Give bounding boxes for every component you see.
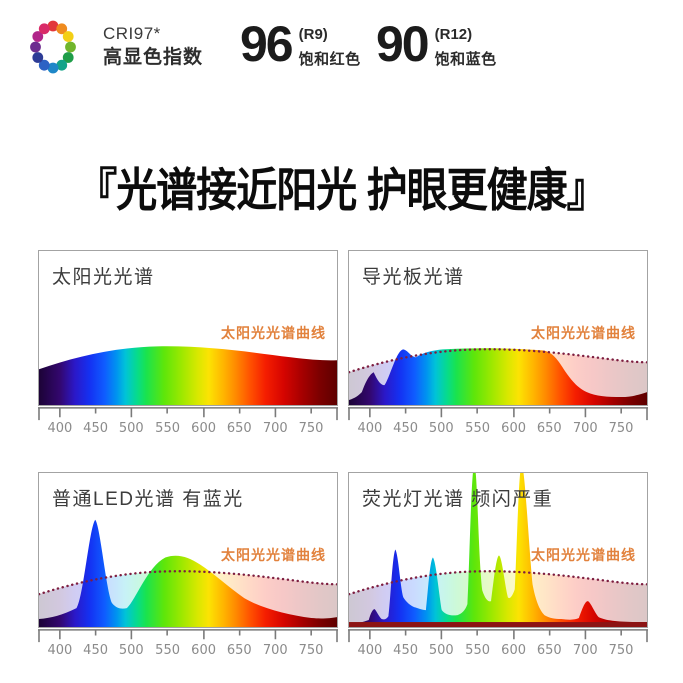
wheel-dot: [47, 20, 59, 32]
spectrum-charts-grid: 太阳光光谱 太阳光光谱曲线 400 450 500 550 600 650 70…: [38, 250, 648, 664]
x-axis: 400 450 500 550 600 650 700 750: [38, 407, 338, 442]
wheel-dot: [32, 52, 44, 63]
axis-tick-label: 700: [572, 421, 598, 436]
wheel-dot: [47, 62, 59, 74]
chart-title: 普通LED光谱 有蓝光: [52, 489, 244, 510]
cri-rating: CRI97*: [103, 24, 161, 43]
metric-label: 饱和蓝色: [434, 51, 497, 68]
plot-area: 太阳光光谱 太阳光光谱曲线: [38, 250, 338, 406]
axis-tick-label: 600: [501, 421, 527, 436]
sunlight-reference-curve: [349, 570, 647, 596]
axis-tick-label: 550: [155, 643, 181, 658]
chart-fluorescent-spectrum: 荧光灯光谱 频闪严重 太阳光光谱曲线 400 450 500 550 600 6…: [348, 472, 648, 664]
wheel-dot: [62, 52, 74, 63]
x-axis: 400 450 500 550 600 650 700 750: [348, 629, 648, 664]
color-wheel-icon: [30, 20, 76, 74]
axis-tick-label: 450: [83, 421, 109, 436]
wheel-dot: [38, 59, 50, 71]
axis-tick-label: 450: [83, 643, 109, 658]
sun-curve-label: 太阳光光谱曲线: [531, 325, 636, 341]
baseline-band: [349, 622, 647, 627]
metric-ref: (R12): [434, 26, 473, 43]
axis-tick-label: 500: [428, 421, 454, 436]
metric-value: 90: [376, 16, 430, 72]
page-title: 『光谱接近阳光 护眼更健康』: [76, 164, 607, 216]
chart-title: 荧光灯光谱 频闪严重: [362, 489, 554, 510]
wheel-dot: [56, 23, 68, 35]
metric-r12: 90 (R12) 饱和蓝色: [376, 16, 497, 72]
axis-tick-label: 550: [465, 421, 491, 436]
plot-area: 导光板光谱 太阳光光谱曲线: [348, 250, 648, 406]
chart-title: 导光板光谱: [362, 267, 465, 288]
axis-tick-label: 650: [226, 643, 252, 658]
axis-tick-label: 750: [608, 421, 634, 436]
axis-tick-label: 500: [118, 421, 144, 436]
axis-ticks: [38, 629, 338, 643]
axis-tick-label: 650: [536, 421, 562, 436]
sun-curve-label: 太阳光光谱曲线: [221, 547, 326, 563]
wheel-dot: [56, 59, 68, 71]
metric-label: 饱和红色: [298, 51, 361, 68]
axis-tick-label: 600: [191, 421, 217, 436]
axis-tick-label: 700: [572, 643, 598, 658]
axis-tick-label: 400: [47, 421, 73, 436]
wheel-dot: [65, 41, 76, 53]
lightguide-spectrum-area: [349, 348, 647, 405]
sun-curve-label: 太阳光光谱曲线: [221, 325, 326, 341]
axis-tick-label: 400: [357, 421, 383, 436]
plot-area: 荧光灯光谱 频闪严重 太阳光光谱曲线: [348, 472, 648, 628]
metric-value: 96: [240, 16, 294, 72]
x-axis: 400 450 500 550 600 650 700 750: [348, 407, 648, 442]
spectrum-plot: [39, 346, 337, 405]
sunlight-spectrum-area: [39, 346, 337, 405]
axis-tick-label: 500: [428, 643, 454, 658]
cri-block: CRI97* 高显色指数: [103, 24, 203, 68]
sunlight-reference-curve: [349, 348, 647, 374]
axis-tick-label: 550: [155, 421, 181, 436]
wheel-dot: [38, 23, 50, 35]
x-axis: 400 450 500 550 600 650 700 750: [38, 629, 338, 664]
axis-tick-label: 750: [608, 643, 634, 658]
axis-ticks: [348, 407, 648, 421]
spectrum-plot: [39, 519, 337, 627]
chart-lightguide-spectrum: 导光板光谱 太阳光光谱曲线 400 450 500 550 600 650 70…: [348, 250, 648, 442]
chart-sunlight-spectrum: 太阳光光谱 太阳光光谱曲线 400 450 500 550 600 650 70…: [38, 250, 338, 442]
axis-tick-label: 400: [357, 643, 383, 658]
axis-tick-label: 450: [393, 643, 419, 658]
axis-tick-label: 450: [393, 421, 419, 436]
wheel-dot: [30, 41, 41, 53]
axis-ticks: [38, 407, 338, 421]
sunlight-reference-curve: [39, 570, 337, 596]
chart-title: 太阳光光谱: [52, 267, 155, 288]
axis-tick-label: 600: [501, 643, 527, 658]
axis-tick-label: 600: [191, 643, 217, 658]
fluorescent-spectrum-area: [349, 473, 647, 627]
spectrum-plot: [349, 473, 647, 627]
sun-curve-label: 太阳光光谱曲线: [531, 547, 636, 563]
axis-tick-label: 700: [262, 643, 288, 658]
axis-tick-label: 650: [226, 421, 252, 436]
axis-tick-label: 650: [536, 643, 562, 658]
cri-rating-caption: 高显色指数: [103, 46, 204, 68]
axis-tick-label: 500: [118, 643, 144, 658]
axis-tick-label: 750: [298, 643, 324, 658]
led-spectrum-area: [39, 519, 337, 627]
axis-tick-label: 550: [465, 643, 491, 658]
axis-tick-label: 750: [298, 421, 324, 436]
spectrum-plot: [349, 348, 647, 405]
axis-tick-label: 400: [47, 643, 73, 658]
wheel-dot: [62, 31, 74, 42]
plot-area: 普通LED光谱 有蓝光 太阳光光谱曲线: [38, 472, 338, 628]
chart-led-spectrum: 普通LED光谱 有蓝光 太阳光光谱曲线 400 450 500 550 600 …: [38, 472, 338, 664]
axis-ticks: [348, 629, 648, 643]
metric-r9: 96 (R9) 饱和红色: [240, 16, 361, 72]
wheel-dot: [32, 31, 44, 42]
metric-ref: (R9): [298, 26, 328, 43]
axis-tick-label: 700: [262, 421, 288, 436]
